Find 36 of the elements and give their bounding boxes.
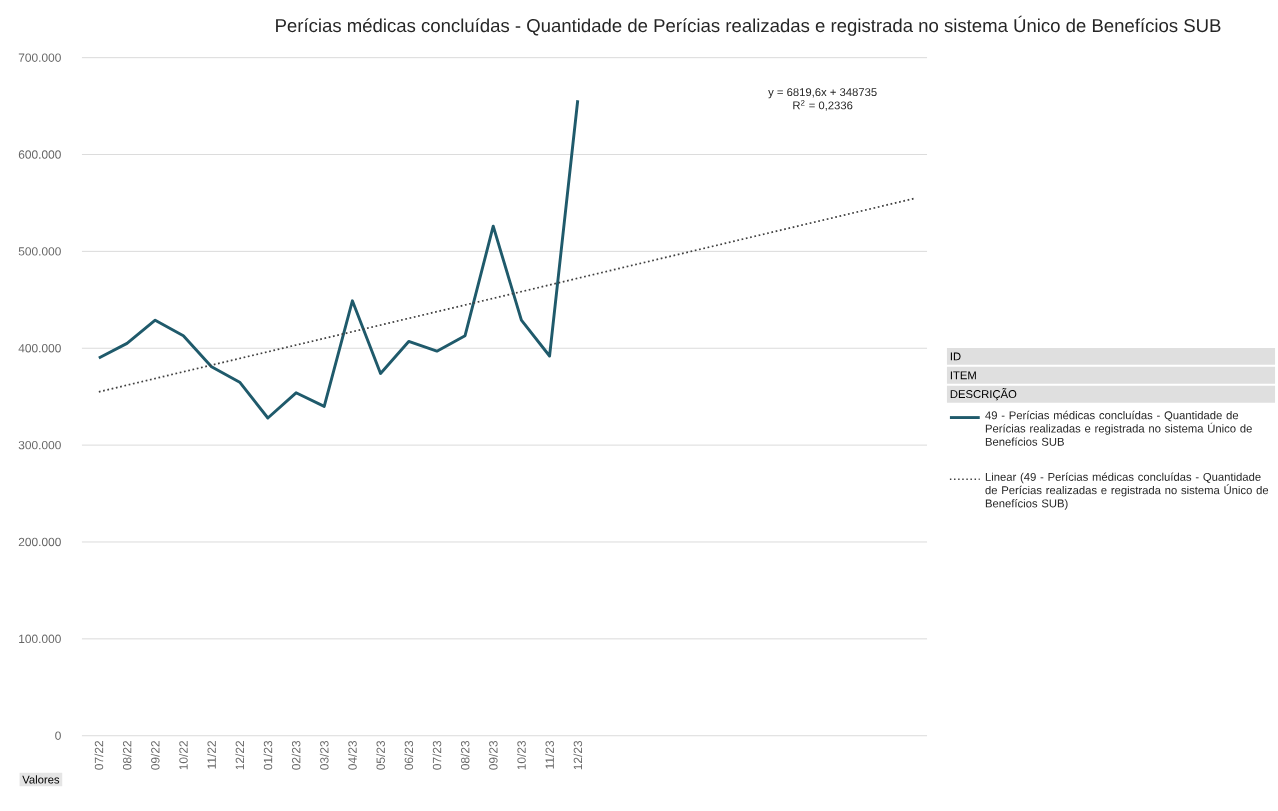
legend-label: Linear (49 - Perícias médicas concluídas - Quantidade de Perícias realizadas e registrada no sistema Único de Benefícios SUB)	[985, 472, 1269, 510]
x-tick-label: 10/22	[178, 740, 188, 770]
x-tick-label: 10/23	[517, 740, 526, 770]
x-tick-label: 03/23	[319, 740, 329, 770]
annotation: R$^{2}$ = 0,2336	[793, 99, 853, 111]
x-tick-label: 01/23	[263, 740, 273, 770]
legend-label: 49 - Perícias médicas concluídas - Quantidade de Perícias realizadas e registrada no sistema Único de Benefícios SUB	[985, 410, 1252, 446]
annotation: y = 6819,6x + 348735	[768, 87, 877, 99]
x-tick-label: 09/23	[488, 740, 498, 770]
x-tick-label: 05/23	[376, 740, 385, 770]
y-tick-label: 600.000	[18, 150, 61, 159]
x-tick-label: 12/22	[235, 740, 245, 770]
y-tick-label: 700.000	[18, 53, 61, 62]
line-series	[97, 98, 580, 420]
text: DESCRIÇÃO	[950, 387, 1017, 401]
y-tick-label: 200.000	[18, 537, 61, 547]
y-tick-label: 400.000	[18, 343, 61, 353]
y-tick-label: 300.000	[18, 440, 61, 450]
x-tick-label: 07/23	[432, 740, 442, 770]
x-tick-label: 02/23	[291, 740, 301, 770]
text: Valores	[22, 775, 60, 784]
y-tick-label: 100.000	[19, 634, 61, 643]
x-tick-label: 11/22	[207, 740, 216, 769]
x-tick-label: 08/23	[460, 740, 470, 770]
x-tick-label: 08/22	[122, 740, 132, 770]
x-tick-label: 09/22	[150, 740, 160, 770]
y-tick-label: 0	[55, 731, 61, 740]
chart-title: Perícias médicas concluídas - Quantidade de Perícias realizadas e registrada no sistema Único de Benefícios SUB	[276, 15, 1221, 36]
text: ITEM	[950, 371, 976, 380]
x-tick-label: 11/23	[545, 740, 554, 769]
x-tick-label: 04/23	[347, 740, 357, 770]
text: ID	[950, 352, 961, 361]
y-tick-label: 500.000	[18, 247, 61, 256]
x-tick-label: 07/22	[94, 740, 104, 770]
x-tick-label: 06/23	[404, 740, 414, 770]
x-tick-label: 12/23	[573, 740, 583, 770]
